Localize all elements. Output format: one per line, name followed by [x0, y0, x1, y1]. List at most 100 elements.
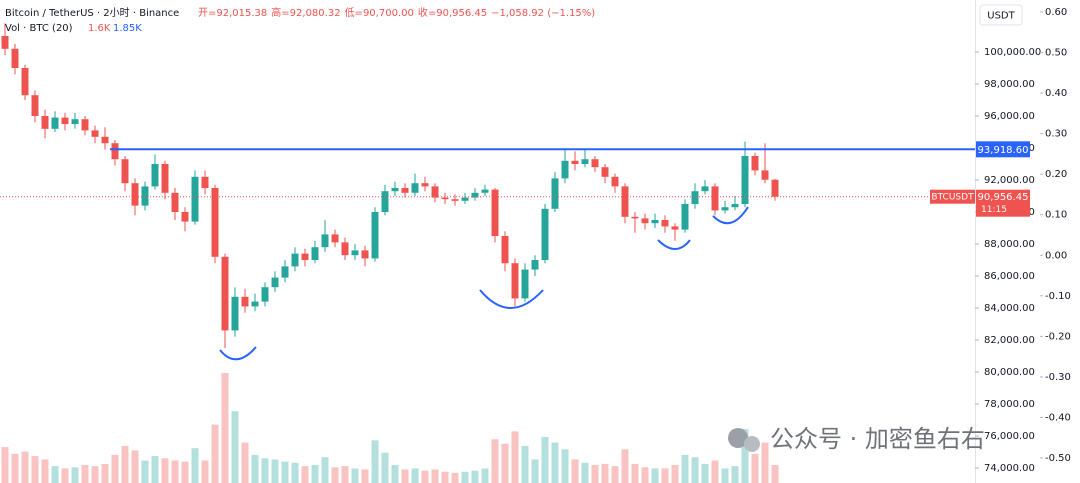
volume-bar	[771, 465, 779, 483]
volume-bar	[491, 439, 499, 483]
volume-bar	[171, 460, 179, 483]
volume-bar	[401, 469, 409, 483]
volume-bar	[271, 459, 279, 483]
candle-body	[171, 192, 179, 212]
candle-body	[191, 176, 199, 222]
candle-body	[341, 242, 349, 256]
candle-body	[501, 236, 509, 264]
volume-bar	[281, 461, 289, 483]
y2-tick-label: 0.20	[1045, 169, 1067, 180]
candle-body	[401, 188, 409, 193]
volume-bar	[51, 466, 59, 483]
candle-body	[601, 167, 609, 177]
candle-body	[631, 216, 639, 219]
candle-body	[701, 186, 709, 192]
price-tag-label: 93,918.60	[978, 145, 1029, 156]
candle-body	[1, 36, 9, 49]
volume-bar	[131, 450, 139, 483]
ohlc-item: 收=90,956.45	[418, 6, 487, 19]
candle-body	[51, 117, 59, 129]
arc-drawing	[712, 206, 749, 225]
currency-button[interactable]	[979, 4, 1023, 26]
y2-tick-label: 0.30	[1045, 129, 1067, 140]
wechat-icon	[744, 436, 760, 452]
symbol-tag-label: BTCUSDT	[931, 193, 974, 203]
volume-bar	[421, 470, 429, 483]
candle-body	[161, 164, 169, 193]
currency-label[interactable]: USDT	[987, 11, 1015, 22]
candle-body	[611, 176, 619, 187]
watermark: 公众号 · 加密鱼右右	[728, 425, 985, 453]
volume-bar	[221, 373, 229, 483]
volume-bar	[601, 463, 609, 483]
candle-body	[521, 269, 529, 299]
candle-body	[561, 160, 569, 179]
volume-bar	[531, 459, 539, 483]
volume-bar	[631, 463, 639, 483]
candle-body	[221, 256, 229, 331]
candle-body	[271, 277, 279, 288]
volume-bar	[751, 453, 759, 483]
y2-tick-label: -0.20	[1045, 331, 1071, 342]
candle-body	[661, 220, 669, 227]
volume-bar	[231, 411, 239, 483]
volume-bar	[31, 456, 39, 483]
y2-tick-label: 0.40	[1045, 88, 1067, 99]
volume-bar	[761, 442, 769, 483]
candle-body	[281, 266, 289, 278]
volume-bar	[91, 466, 99, 483]
volume-ma-value: 1.85K	[113, 23, 142, 34]
candle-body	[111, 143, 119, 160]
volume-bar	[211, 424, 219, 483]
candle-body	[461, 197, 469, 201]
volume-bar	[591, 465, 599, 483]
y-tick-label: 92,000.00	[984, 175, 1035, 186]
volume-bar	[391, 465, 399, 483]
y-tick-label: 98,000.00	[984, 79, 1035, 90]
candle-body	[381, 191, 389, 212]
volume-bar	[11, 453, 19, 483]
volume-bar	[431, 469, 439, 483]
arc-drawing	[657, 239, 691, 250]
candle-body	[131, 183, 139, 206]
volume-bar	[661, 468, 669, 483]
volume-bar	[301, 466, 309, 483]
ohlc-item: −1,058.92 (−1.15%)	[491, 8, 595, 19]
ohlc-item: 高=92,080.32	[271, 6, 340, 19]
candle-body	[731, 204, 739, 208]
y2-tick-label: 0.60	[1045, 7, 1067, 18]
candle-body	[311, 247, 319, 260]
countdown-label: 11:15	[981, 205, 1007, 215]
candle-body	[451, 199, 459, 201]
candle-body	[511, 263, 519, 299]
volume-bar	[471, 470, 479, 483]
y-tick-label: 80,000.00	[984, 367, 1035, 378]
candle-body	[441, 197, 449, 200]
candle-body	[101, 136, 109, 144]
candle-body	[751, 156, 759, 171]
candle-body	[411, 183, 419, 193]
candle-body	[351, 250, 359, 256]
candle-body	[641, 218, 649, 224]
volume-bar	[341, 466, 349, 483]
volume-bar	[41, 459, 49, 483]
volume-bar	[731, 466, 739, 483]
volume-bar	[351, 468, 359, 483]
volume-bar	[161, 458, 169, 483]
candle-body	[71, 119, 79, 124]
arc-drawing	[219, 346, 257, 361]
candle-body	[121, 159, 129, 184]
y2-tick-label: -0.40	[1045, 412, 1071, 423]
y-tick-label: 96,000.00	[984, 111, 1035, 122]
candle-body	[481, 189, 489, 193]
candle-body	[41, 116, 49, 129]
candle-body	[681, 204, 689, 230]
header: Bitcoin / TetherUS · 2小时 · Binance 开=92,…	[5, 6, 595, 34]
volume-bar	[411, 468, 419, 483]
volume-bar	[251, 454, 259, 483]
y2-tick-label: 0.10	[1045, 210, 1067, 221]
volume-bar	[651, 468, 659, 483]
candle-body	[771, 179, 779, 197]
volume-bar	[111, 454, 119, 483]
